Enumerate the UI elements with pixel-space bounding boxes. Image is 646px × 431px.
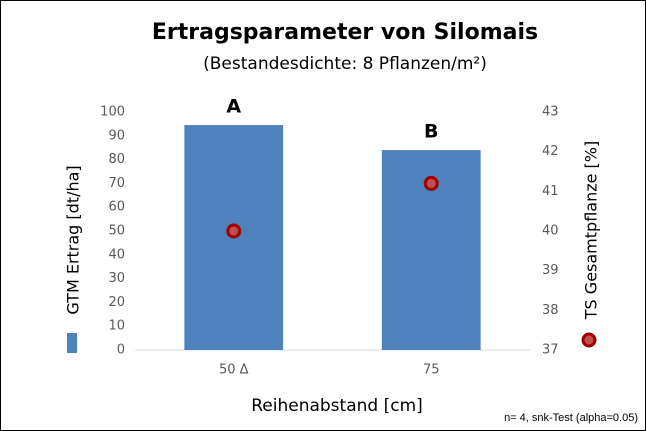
y-tick-label: 40 — [108, 247, 125, 262]
y-tick-label: 50 — [108, 224, 125, 239]
y-tick-label: 70 — [108, 176, 125, 191]
annotation: B — [424, 121, 438, 143]
y-tick-label: 0 — [117, 343, 125, 358]
y-tick-label: 90 — [108, 128, 125, 143]
y2-tick-label: 41 — [542, 184, 559, 199]
y2-tick-label: 42 — [542, 144, 559, 159]
y-axis-label: GTM Ertrag [dt/ha] — [64, 165, 83, 314]
y2-tick-label: 37 — [542, 343, 559, 358]
y-tick-label: 10 — [108, 319, 125, 334]
chart-title: Ertragsparameter von Silomais — [152, 20, 538, 45]
x-tick-label: 75 — [423, 363, 440, 378]
point — [423, 175, 439, 191]
chart-subtitle: (Bestandesdichte: 8 Pflanzen/m²) — [203, 54, 487, 74]
y-tick-label: 30 — [108, 271, 125, 286]
y-tick-label: 80 — [108, 152, 125, 167]
legend-point-icon — [581, 332, 597, 348]
y-tick-label: 20 — [108, 295, 125, 310]
y-tick-label: 60 — [108, 200, 125, 215]
footnote: n= 4, snk-Test (alpha=0.05) — [504, 412, 638, 424]
x-axis-label: Reihenabstand [cm] — [251, 396, 423, 416]
legend-bar-icon — [67, 333, 77, 353]
y2-tick-label: 40 — [542, 224, 559, 239]
y2-tick-label: 43 — [542, 105, 559, 120]
x-tick-label: 50 Δ — [219, 363, 249, 378]
annotation: A — [226, 96, 241, 118]
y-tick-label: 100 — [100, 105, 125, 120]
y2-axis-label: TS Gesamtpflanze [%] — [582, 141, 601, 320]
y2-tick-label: 38 — [542, 303, 559, 318]
y2-tick-label: 39 — [542, 263, 559, 278]
point — [226, 223, 242, 239]
